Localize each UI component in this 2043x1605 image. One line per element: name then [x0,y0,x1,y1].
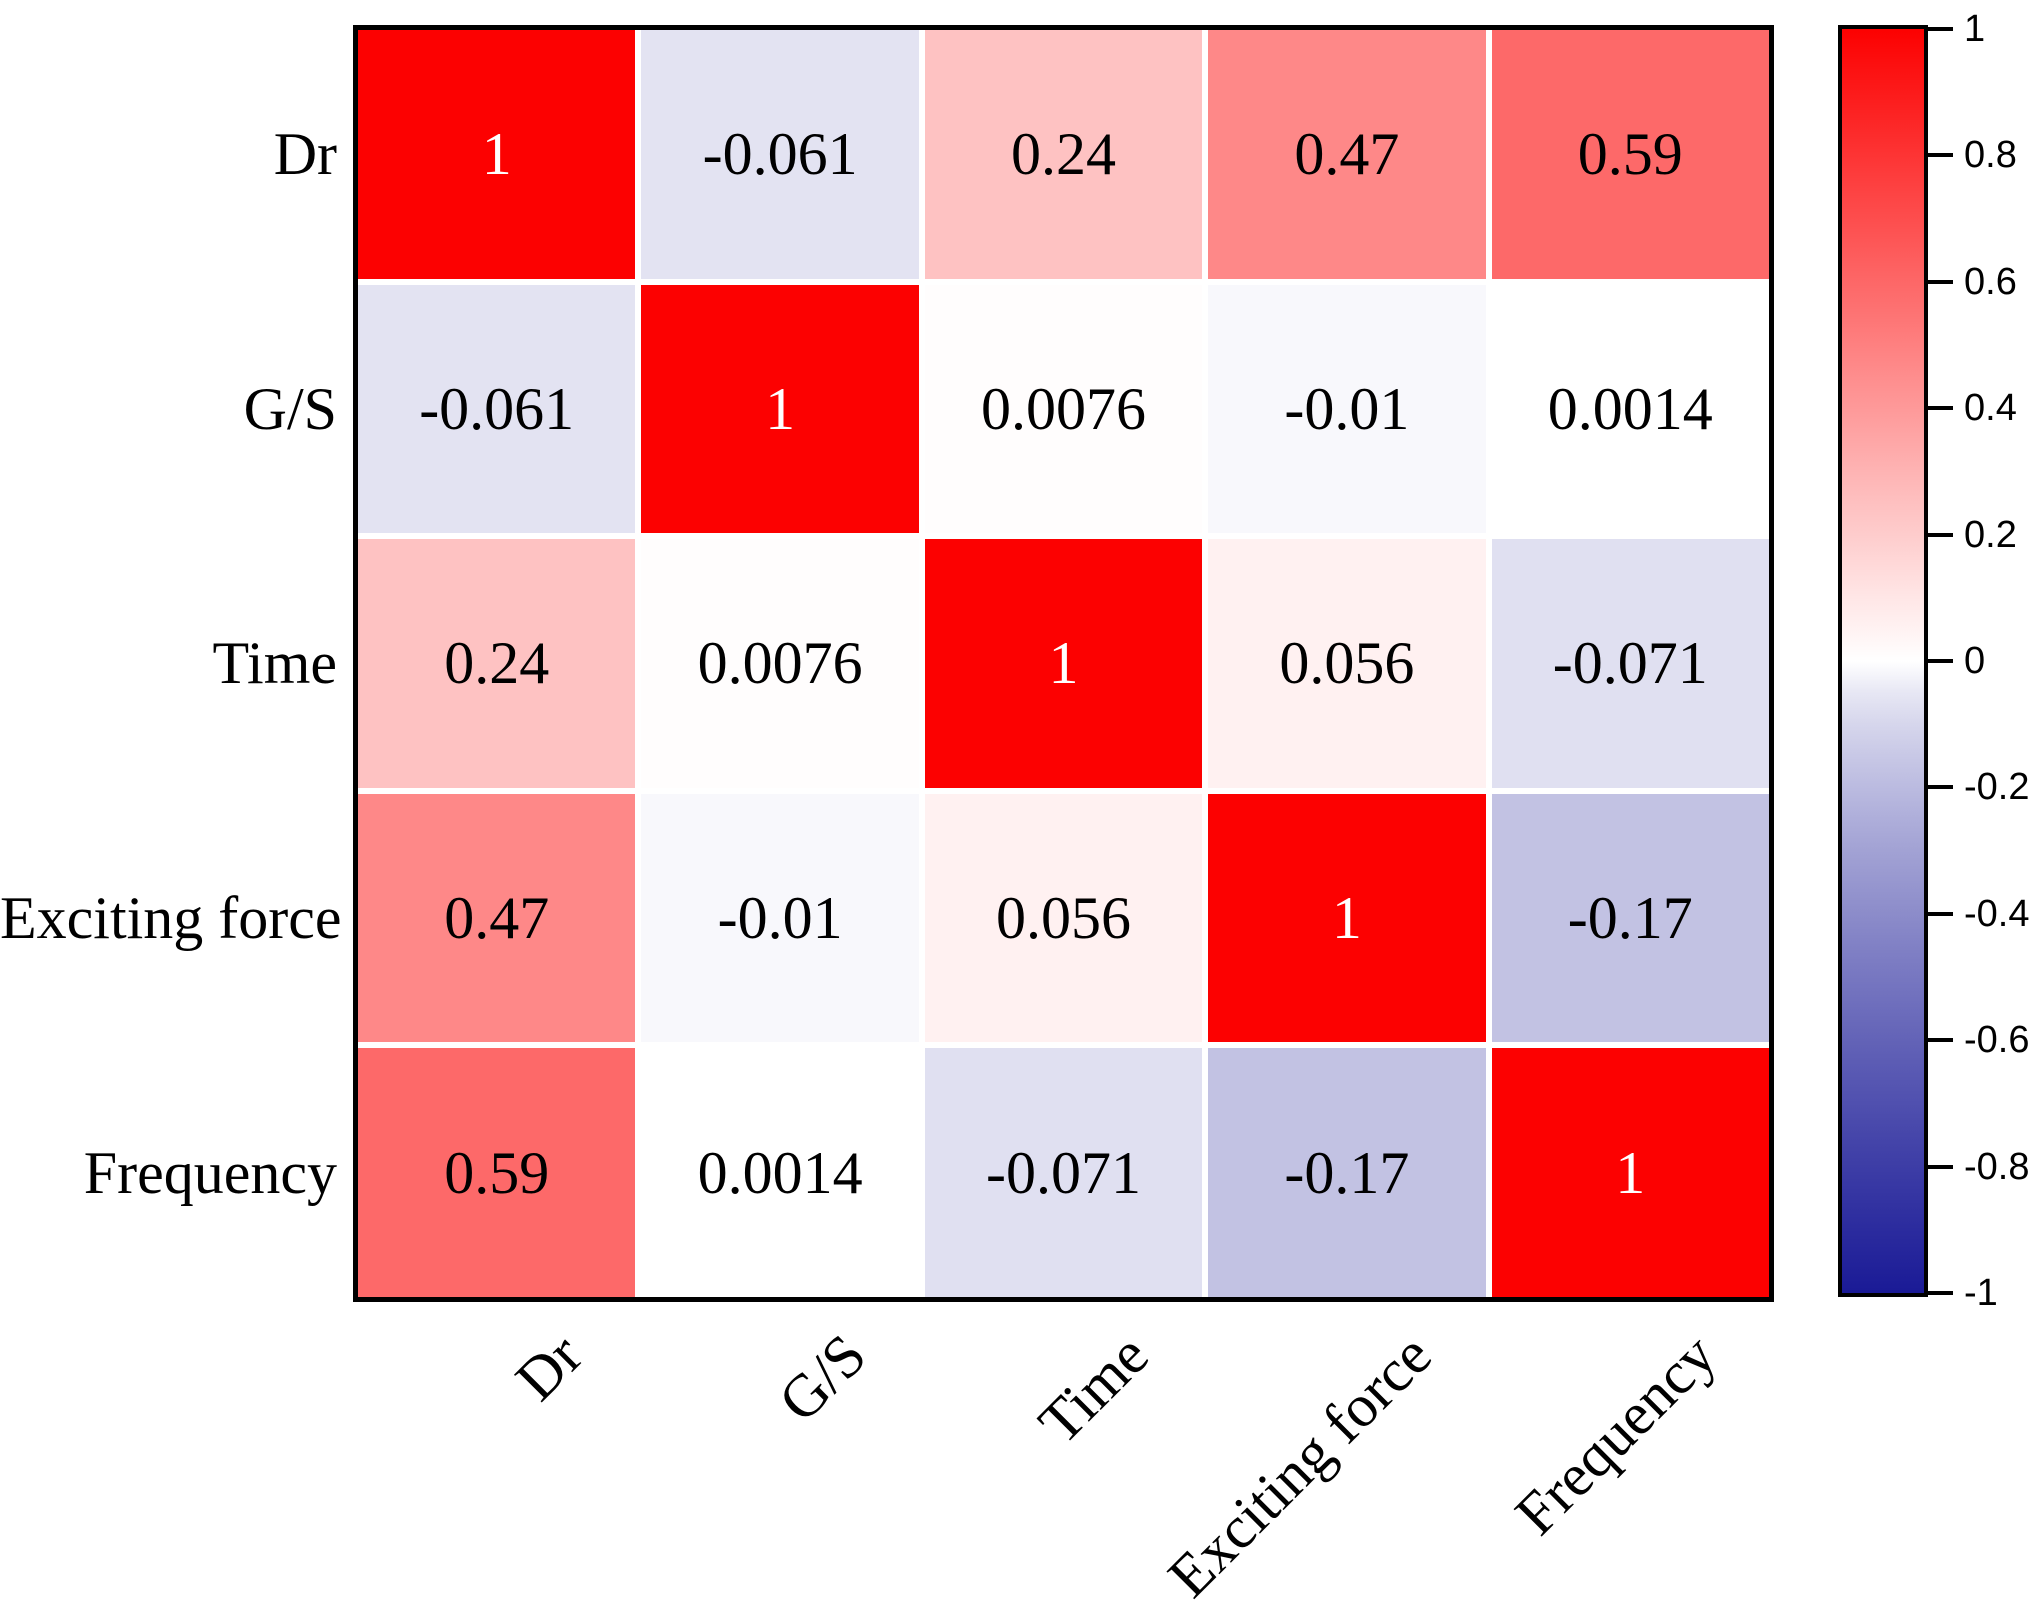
colorbar-tick [1928,406,1953,410]
column-label: G/S [762,1318,882,1438]
cell-value: 1 [1332,888,1362,948]
cell-value: 0.59 [1578,124,1683,184]
cell-value: 0.0076 [698,633,863,693]
colorbar [1838,25,1928,1297]
colorbar-tick [1928,27,1953,31]
heatmap-cell: 1 [1492,1048,1769,1297]
colorbar-tick [1928,153,1953,157]
cell-value: -0.01 [718,888,843,948]
cell-value: 0.0014 [1548,379,1713,439]
column-label: Time [1023,1318,1165,1460]
cell-value: 0.24 [1011,124,1116,184]
column-label: Exciting force [1153,1318,1448,1605]
colorbar-tick-label: 0.6 [1964,258,2017,306]
heatmap-cell: 0.0014 [1492,285,1769,534]
colorbar-tick-label: -1 [1964,1269,1998,1317]
cell-value: 0.056 [996,888,1131,948]
colorbar-tick-label: 0 [1964,637,1985,685]
row-label: Exciting force [0,880,337,956]
heatmap-cell: 0.056 [925,794,1202,1043]
cell-value: -0.17 [1284,1143,1409,1203]
cell-value: 1 [1048,633,1078,693]
cell-value: 1 [482,124,512,184]
heatmap-cell: 0.24 [925,30,1202,279]
heatmap-cell: 0.24 [358,539,635,788]
heatmap-cell: 0.0076 [641,539,918,788]
colorbar-tick-label: 0.4 [1964,384,2017,432]
colorbar-tick [1928,912,1953,916]
colorbar-tick [1928,1165,1953,1169]
cell-value: 1 [1615,1143,1645,1203]
heatmap-cell: 0.47 [1208,30,1485,279]
heatmap-cell: -0.061 [641,30,918,279]
heatmap-cell: 1 [925,539,1202,788]
heatmap-grid: 1 -0.061 0.24 0.47 0.59 -0.061 1 0.0076 -0.01 0.0… [353,25,1774,1302]
cell-value: 0.0076 [981,379,1146,439]
colorbar-tick-label: 0.8 [1964,131,2017,179]
colorbar-tick [1928,659,1953,663]
cell-value: -0.071 [1553,633,1708,693]
cell-value: 0.47 [444,888,549,948]
heatmap-cell: -0.17 [1208,1048,1485,1297]
heatmap-cell: 0.59 [1492,30,1769,279]
colorbar-tick-label: 1 [1964,5,1985,53]
row-label: Frequency [0,1135,337,1211]
row-label: Dr [0,116,337,192]
colorbar-tick [1928,1038,1953,1042]
heatmap-cell: 0.056 [1208,539,1485,788]
colorbar-tick [1928,533,1953,537]
cell-value: 0.59 [444,1143,549,1203]
colorbar-tick [1928,280,1953,284]
heatmap-cell: -0.01 [641,794,918,1043]
colorbar-tick [1928,785,1953,789]
cell-value: -0.071 [986,1143,1141,1203]
cell-value: 0.0014 [698,1143,863,1203]
heatmap-cell: -0.17 [1492,794,1769,1043]
row-label: Time [0,625,337,701]
correlation-heatmap-figure: 1 -0.061 0.24 0.47 0.59 -0.061 1 0.0076 -0.01 0.0… [0,0,2043,1605]
heatmap-cell: -0.01 [1208,285,1485,534]
cell-value: -0.17 [1568,888,1693,948]
heatmap-cell: -0.071 [925,1048,1202,1297]
heatmap-cell: 0.47 [358,794,635,1043]
cell-value: -0.01 [1284,379,1409,439]
colorbar-tick [1928,1291,1953,1295]
heatmap-cell: 1 [1208,794,1485,1043]
cell-value: -0.061 [703,124,858,184]
heatmap-cell: 0.0076 [925,285,1202,534]
cell-value: 1 [765,379,795,439]
heatmap-cell: -0.061 [358,285,635,534]
heatmap-cell: 0.59 [358,1048,635,1297]
column-label: Dr [499,1318,598,1417]
colorbar-tick-label: 0.2 [1964,511,2017,559]
heatmap-cell: 0.0014 [641,1048,918,1297]
cell-value: 0.056 [1279,633,1414,693]
cell-value: 0.47 [1294,124,1399,184]
colorbar-tick-label: -0.4 [1964,890,2029,938]
colorbar-tick-label: -0.8 [1964,1143,2029,1191]
cell-value: -0.061 [419,379,574,439]
heatmap-cell: -0.071 [1492,539,1769,788]
column-label: Frequency [1499,1318,1732,1551]
heatmap-cell: 1 [641,285,918,534]
heatmap-cell: 1 [358,30,635,279]
row-label: G/S [0,371,337,447]
cell-value: 0.24 [444,633,549,693]
colorbar-tick-label: -0.6 [1964,1016,2029,1064]
colorbar-tick-label: -0.2 [1964,763,2029,811]
